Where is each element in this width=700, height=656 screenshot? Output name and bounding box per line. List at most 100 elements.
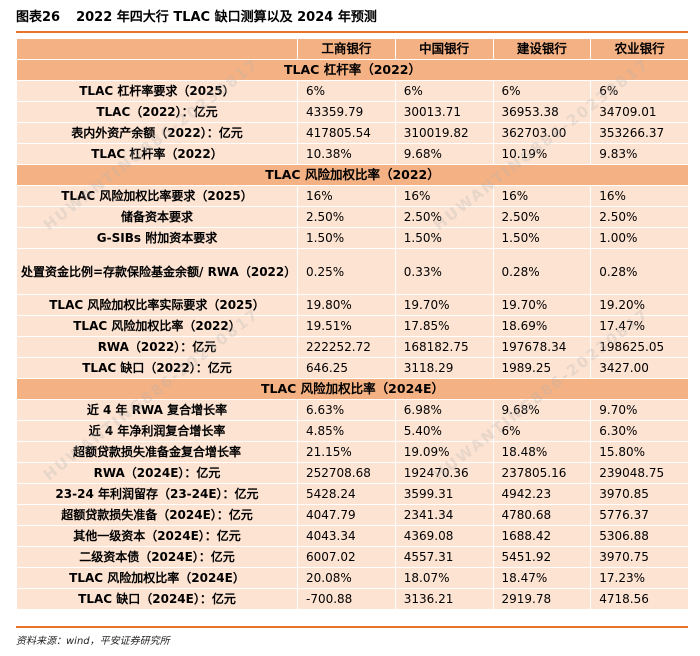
value-cell: 2.50% [394, 206, 494, 228]
value-cell: 34709.01 [590, 101, 689, 123]
value-cell: 16% [394, 185, 494, 207]
value-cell: 6% [394, 80, 494, 102]
value-cell: 1.50% [492, 227, 592, 249]
value-cell: 9.70% [590, 399, 689, 421]
header-bank-abc: 农业银行 [590, 38, 689, 60]
value-cell: 197678.34 [492, 336, 592, 358]
value-cell: 4557.31 [394, 546, 494, 568]
value-cell: 222252.72 [297, 336, 396, 358]
value-cell: 237805.16 [492, 462, 592, 484]
table-row: TLAC 风险加权比率（2024E） 20.08% 18.07% 18.47% 17.2… [16, 567, 689, 589]
value-cell: 2.50% [297, 206, 396, 228]
value-cell: 353266.37 [590, 122, 689, 144]
row-label: 近 4 年净利润复合增长率 [16, 420, 298, 442]
value-cell: 198625.05 [590, 336, 689, 358]
row-label: TLAC 杠杆率（2022） [16, 143, 298, 165]
value-cell: 19.20% [590, 294, 689, 316]
value-cell: 19.70% [492, 294, 592, 316]
value-cell: 417805.54 [297, 122, 396, 144]
title-rule [16, 31, 688, 33]
figure-title-text: 2022 年四大行 TLAC 缺口测算以及 2024 年预测 [76, 10, 377, 25]
value-cell: 19.70% [394, 294, 494, 316]
value-cell: -700.88 [297, 588, 396, 610]
value-cell: 4043.34 [297, 525, 396, 547]
table-row: TLAC 杠杆率要求（2025） 6% 6% 6% 6% [16, 80, 689, 102]
row-label: 近 4 年 RWA 复合增长率 [16, 399, 298, 421]
value-cell: 9.68% [492, 399, 592, 421]
value-cell: 0.25% [297, 248, 396, 295]
table-row: 近 4 年净利润复合增长率 4.85% 5.40% 6% 6.30% [16, 420, 689, 442]
row-label: TLAC 风险加权比率实际要求（2025） [16, 294, 298, 316]
value-cell: 17.85% [394, 315, 494, 337]
table-row: TLAC 缺口（2022）：亿元 646.25 3118.29 1989.25 3427… [16, 357, 689, 379]
value-cell: 19.51% [297, 315, 396, 337]
figure-title: 图表26 2022 年四大行 TLAC 缺口测算以及 2024 年预测 [16, 6, 688, 30]
value-cell: 6% [492, 420, 592, 442]
row-label: G-SIBs 附加资本要求 [16, 227, 298, 249]
value-cell: 3599.31 [394, 483, 494, 505]
value-cell: 10.38% [297, 143, 396, 165]
section-header-row: TLAC 风险加权比率（2022） [16, 164, 689, 186]
value-cell: 1.50% [394, 227, 494, 249]
header-bank-icbc: 工商银行 [297, 38, 396, 60]
section-title: TLAC 风险加权比率（2024E） [16, 378, 689, 400]
value-cell: 16% [590, 185, 689, 207]
value-cell: 4047.79 [297, 504, 396, 526]
value-cell: 6007.02 [297, 546, 396, 568]
row-label: 储备资本要求 [16, 206, 298, 228]
value-cell: 3970.75 [590, 546, 689, 568]
row-label: RWA（2024E）：亿元 [16, 462, 298, 484]
value-cell: 6% [492, 80, 592, 102]
value-cell: 4780.68 [492, 504, 592, 526]
row-label: 表内外资产余额（2022）：亿元 [16, 122, 298, 144]
value-cell: 4.85% [297, 420, 396, 442]
value-cell: 1688.42 [492, 525, 592, 547]
row-label: 其他一级资本（2024E）：亿元 [16, 525, 298, 547]
value-cell: 0.28% [492, 248, 592, 295]
value-cell: 18.07% [394, 567, 494, 589]
table-row: TLAC 风险加权比率要求（2025） 16% 16% 16% 16% [16, 185, 689, 207]
value-cell: 10.19% [492, 143, 592, 165]
value-cell: 19.09% [394, 441, 494, 463]
row-label: TLAC 风险加权比率要求（2025） [16, 185, 298, 207]
value-cell: 9.83% [590, 143, 689, 165]
value-cell: 6.63% [297, 399, 396, 421]
value-cell: 168182.75 [394, 336, 494, 358]
value-cell: 18.48% [492, 441, 592, 463]
value-cell: 6% [590, 80, 689, 102]
value-cell: 9.68% [394, 143, 494, 165]
value-cell: 1989.25 [492, 357, 592, 379]
value-cell: 2341.34 [394, 504, 494, 526]
table-row: 超额贷款损失准备金复合增长率 21.15% 19.09% 18.48% 15.80% [16, 441, 689, 463]
figure-number: 图表26 [16, 10, 61, 25]
value-cell: 3970.85 [590, 483, 689, 505]
value-cell: 3427.00 [590, 357, 689, 379]
value-cell: 2.50% [590, 206, 689, 228]
value-cell: 192470.36 [394, 462, 494, 484]
value-cell: 16% [492, 185, 592, 207]
value-cell: 4718.56 [590, 588, 689, 610]
value-cell: 239048.75 [590, 462, 689, 484]
row-label: TLAC 缺口（2024E）：亿元 [16, 588, 298, 610]
table-row: 二级资本债（2024E）：亿元 6007.02 4557.31 5451.92 3970… [16, 546, 689, 568]
table-row: G-SIBs 附加资本要求 1.50% 1.50% 1.50% 1.00% [16, 227, 689, 249]
table-row: TLAC 风险加权比率实际要求（2025） 19.80% 19.70% 19.70% 1… [16, 294, 689, 316]
table-row: 储备资本要求 2.50% 2.50% 2.50% 2.50% [16, 206, 689, 228]
value-cell: 2919.78 [492, 588, 592, 610]
header-bank-boc: 中国银行 [394, 38, 494, 60]
value-cell: 16% [297, 185, 396, 207]
row-label: 二级资本债（2024E）：亿元 [16, 546, 298, 568]
row-label: RWA（2022）：亿元 [16, 336, 298, 358]
table-row: TLAC 风险加权比率（2022） 19.51% 17.85% 18.69% 17.47… [16, 315, 689, 337]
value-cell: 5.40% [394, 420, 494, 442]
value-cell: 2.50% [492, 206, 592, 228]
table-row: RWA（2022）：亿元 222252.72 168182.75 197678.34 1… [16, 336, 689, 358]
value-cell: 4942.23 [492, 483, 592, 505]
section-header-row: TLAC 杠杆率（2022） [16, 59, 689, 81]
value-cell: 30013.71 [394, 101, 494, 123]
row-label: TLAC 缺口（2022）：亿元 [16, 357, 298, 379]
row-label: TLAC 杠杆率要求（2025） [16, 80, 298, 102]
row-label: 超额贷款损失准备（2024E）：亿元 [16, 504, 298, 526]
value-cell: 17.23% [590, 567, 689, 589]
value-cell: 15.80% [590, 441, 689, 463]
